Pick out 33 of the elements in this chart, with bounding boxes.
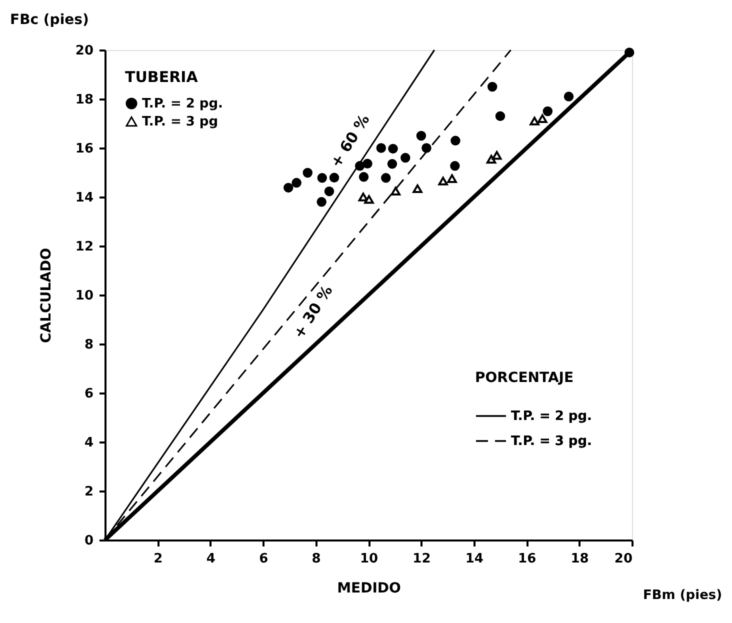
legend-label: T.P. = 3 pg. (511, 434, 592, 449)
x-tick-label: 2 (154, 552, 163, 566)
x-tick-label: 4 (206, 552, 216, 566)
legend-label: T.P. = 3 pg (142, 114, 218, 130)
annotation: + 60 % (326, 111, 374, 171)
y-tick-label: 18 (75, 92, 94, 108)
annotation: + 30 % (290, 282, 336, 342)
x-tick-label: 20 (614, 552, 632, 566)
x-axis-title: MEDIDO (337, 580, 402, 596)
x-tick-label: 12 (412, 552, 431, 566)
x-tick-label: 14 (465, 552, 484, 566)
x-tick-label: 16 (518, 552, 536, 566)
y-tick-label: 14 (75, 190, 94, 206)
y-axis-title: CALCULADO (38, 248, 54, 343)
y-tick-label: 16 (75, 142, 94, 156)
y-tick-label: 8 (84, 338, 94, 352)
x-tick-label: 6 (259, 552, 268, 566)
legend-label: T.P. = 2 pg. (142, 96, 223, 112)
text: FBm (pies) (643, 588, 722, 603)
y-tick-label: 2 (84, 484, 94, 500)
x-tick-label: 8 (312, 552, 321, 566)
legend-label: T.P. = 2 pg. (511, 409, 592, 424)
y-tick-label: 20 (75, 44, 94, 58)
annotation: PORCENTAJE (475, 370, 574, 386)
y-tick-label: 12 (75, 240, 94, 254)
legend-title: TUBERIA (125, 68, 198, 86)
y-tick-label: 6 (84, 386, 94, 402)
text: FBc (pies) (10, 12, 89, 28)
x-tick-label: 18 (570, 552, 589, 566)
y-tick-label: 10 (75, 288, 94, 304)
y-tick-label: 0 (84, 534, 94, 548)
x-tick-label: 10 (360, 552, 378, 566)
y-tick-label: 4 (84, 436, 94, 450)
